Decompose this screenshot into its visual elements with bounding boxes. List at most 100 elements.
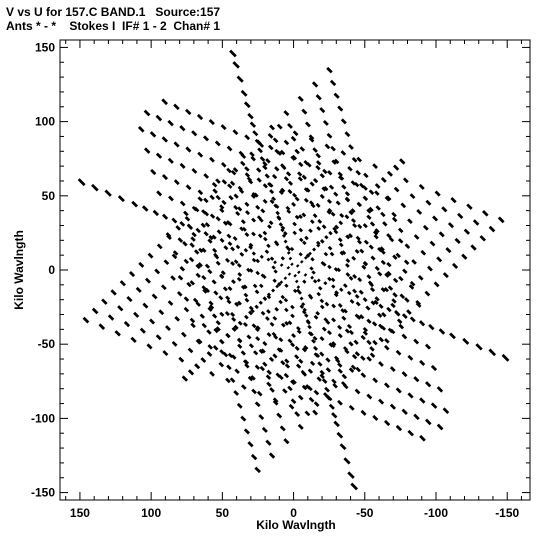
uv-point <box>402 268 408 274</box>
uv-point <box>227 352 234 359</box>
uv-point <box>236 263 242 268</box>
uv-point <box>255 258 260 264</box>
x-axis-label: Kilo Wavlngth <box>256 518 336 532</box>
uv-point <box>215 326 221 332</box>
y-tick-label: -150 <box>31 486 55 500</box>
y-tick-label: 0 <box>48 263 55 277</box>
uv-point <box>346 323 352 330</box>
uv-point <box>292 130 299 137</box>
uv-point <box>291 201 297 207</box>
y-tick-label: -50 <box>38 337 56 351</box>
uv-point <box>189 317 196 324</box>
uv-point <box>380 325 387 331</box>
uv-point <box>331 317 337 323</box>
uv-point <box>308 134 315 141</box>
uv-point <box>341 381 347 387</box>
uv-point <box>266 257 271 262</box>
uv-point <box>380 176 387 183</box>
uv-point <box>319 298 325 304</box>
uv-point <box>276 150 282 156</box>
uv-point <box>345 272 351 277</box>
uv-point <box>280 225 286 231</box>
uv-point <box>185 108 192 116</box>
uv-point <box>350 364 357 371</box>
uv-point <box>258 300 263 305</box>
uv-point <box>427 265 433 272</box>
uv-point <box>395 252 401 259</box>
uv-point <box>276 123 283 130</box>
uv-point <box>344 131 351 138</box>
uv-point <box>274 204 280 209</box>
uv-point <box>321 378 328 384</box>
uv-point <box>243 359 250 365</box>
uv-point <box>239 251 245 257</box>
uv-point <box>399 293 406 299</box>
uv-point <box>195 263 201 270</box>
uv-point <box>91 183 99 192</box>
uv-point <box>429 240 436 247</box>
uv-point <box>371 321 378 327</box>
uv-point <box>322 119 329 126</box>
uv-point <box>250 375 256 381</box>
uv-point <box>434 190 441 197</box>
y-axis-ticks: 150 100 50 0 -50 -100 -150 <box>31 40 530 500</box>
uv-point <box>248 343 254 349</box>
uv-point <box>222 286 228 292</box>
uv-point <box>244 232 250 237</box>
uv-point <box>361 264 367 270</box>
uv-point <box>267 144 274 151</box>
uv-point <box>284 307 289 313</box>
uv-point <box>208 234 214 241</box>
uv-point <box>304 255 308 260</box>
uv-point <box>227 183 233 189</box>
uv-point <box>297 394 304 401</box>
uv-point <box>290 304 295 310</box>
uv-point <box>316 291 321 297</box>
uv-point <box>355 169 361 176</box>
uv-point <box>387 285 394 291</box>
uv-point <box>167 300 174 306</box>
uv-point <box>366 274 372 280</box>
uv-point <box>219 207 225 214</box>
uv-point <box>244 201 250 207</box>
uv-point <box>266 332 272 338</box>
uv-point <box>283 110 290 117</box>
uv-point <box>262 230 268 236</box>
uv-point <box>351 354 358 360</box>
uv-point <box>156 190 163 197</box>
uv-point <box>200 222 207 229</box>
uv-point <box>172 250 179 256</box>
uv-point <box>383 286 390 293</box>
uv-point <box>360 355 366 361</box>
uv-point <box>262 361 268 367</box>
uv-point <box>378 398 385 405</box>
uv-point <box>339 287 344 292</box>
uv-point <box>383 419 391 427</box>
uv-point <box>344 348 350 355</box>
uv-point <box>295 363 302 369</box>
uv-point <box>383 344 390 351</box>
uv-point <box>280 256 285 261</box>
uv-point <box>369 352 376 358</box>
uv-point <box>221 199 227 206</box>
uv-point <box>450 196 457 204</box>
uv-point <box>331 341 337 347</box>
uv-point <box>287 320 293 326</box>
uv-point <box>258 348 264 355</box>
uv-point <box>225 257 230 263</box>
uv-point <box>442 407 450 415</box>
uv-point <box>237 337 243 343</box>
uv-point <box>367 280 374 286</box>
uv-point <box>341 250 347 256</box>
uv-point <box>317 286 323 291</box>
uv-point <box>299 259 304 264</box>
uv-point <box>163 259 170 266</box>
uv-point <box>253 350 259 356</box>
uv-point <box>307 331 313 336</box>
uv-point <box>226 364 232 371</box>
uv-point <box>333 267 339 272</box>
uv-point <box>251 388 257 395</box>
uv-point <box>413 338 420 345</box>
uv-point <box>302 240 307 246</box>
uv-point <box>339 443 347 451</box>
